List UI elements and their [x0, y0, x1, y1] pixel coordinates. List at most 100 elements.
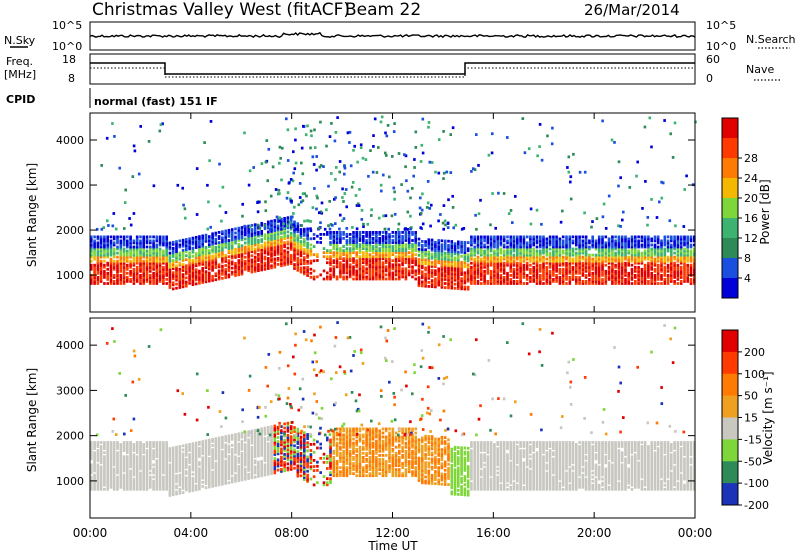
- power-cell: [618, 236, 621, 239]
- power-cell: [605, 270, 608, 273]
- power-cell: [644, 264, 647, 267]
- power-cell: [526, 262, 529, 265]
- power-cell: [424, 240, 427, 243]
- power-cell: [673, 252, 676, 255]
- power-cell: [316, 197, 319, 200]
- power-cell: [343, 217, 346, 220]
- power-cell: [313, 233, 316, 236]
- power-cell: [415, 131, 418, 134]
- velocity-cell: [185, 476, 188, 479]
- power-cell: [326, 272, 329, 275]
- power-cell: [582, 236, 585, 239]
- power-cell: [249, 169, 252, 172]
- velocity-cell: [136, 455, 139, 458]
- power-cell: [372, 171, 375, 174]
- power-cell: [287, 241, 290, 244]
- power-cell: [209, 226, 212, 229]
- power-cell: [579, 171, 582, 174]
- power-cell: [551, 142, 554, 145]
- power-cell: [326, 249, 329, 252]
- velocity-cell: [182, 453, 185, 456]
- power-cell: [309, 227, 312, 230]
- power-cell: [355, 251, 358, 254]
- velocity-cell: [93, 451, 96, 454]
- power-cell: [637, 236, 640, 239]
- power-cell: [298, 203, 301, 206]
- power-cell: [123, 236, 126, 239]
- power-cell: [483, 236, 486, 239]
- power-cell: [349, 263, 352, 266]
- power-cell: [195, 236, 198, 239]
- power-cell: [310, 134, 313, 137]
- power-cell: [225, 211, 228, 214]
- power-cell: [152, 272, 155, 275]
- power-cell: [561, 210, 564, 213]
- power-cell: [231, 228, 234, 231]
- power-cell: [532, 266, 535, 269]
- power-cell: [418, 238, 421, 241]
- power-cell: [690, 250, 693, 253]
- power-cell: [392, 245, 395, 248]
- power-cell: [683, 188, 686, 191]
- power-cell: [326, 276, 329, 279]
- power-cell: [277, 225, 280, 228]
- power-cell: [195, 252, 198, 255]
- power-cell: [398, 263, 401, 266]
- power-cell: [149, 274, 152, 277]
- freq-tick-lo: 8: [68, 72, 75, 85]
- power-cell: [244, 242, 247, 245]
- power-cell: [205, 270, 208, 273]
- power-cell: [336, 276, 339, 279]
- power-cell: [529, 276, 532, 279]
- power-cell: [409, 215, 412, 218]
- power-cell: [184, 207, 187, 210]
- power-cell: [338, 171, 341, 174]
- power-cell: [352, 149, 355, 152]
- power-cell: [106, 219, 109, 222]
- power-cell: [413, 166, 416, 169]
- power-cell: [188, 237, 191, 240]
- velocity-cell: [179, 474, 182, 477]
- power-cell: [601, 120, 604, 123]
- power-cell: [578, 236, 581, 239]
- power-cell: [346, 233, 349, 236]
- power-cell: [637, 250, 640, 253]
- power-cell: [355, 270, 358, 273]
- power-cell: [385, 278, 388, 281]
- power-cell: [685, 175, 688, 178]
- power-cell: [449, 133, 452, 136]
- power-cell: [393, 198, 396, 201]
- power-cell: [314, 146, 317, 149]
- power-cell: [422, 118, 425, 121]
- velocity-cell: [149, 476, 152, 479]
- power-cell: [539, 236, 542, 239]
- power-cell: [415, 146, 418, 149]
- velocity-cell: [142, 455, 145, 458]
- power-cell: [454, 283, 457, 286]
- power-cell: [302, 199, 305, 202]
- power-cell: [257, 210, 260, 213]
- power-cell: [494, 227, 497, 230]
- power-cell: [464, 286, 467, 289]
- power-cell: [414, 231, 417, 234]
- power-cell: [437, 239, 440, 242]
- power-cell: [591, 254, 594, 257]
- power-cell: [662, 182, 665, 185]
- power-cell: [572, 258, 575, 261]
- power-cell: [654, 244, 657, 247]
- power-cell: [295, 162, 298, 165]
- power-cell: [438, 138, 441, 141]
- power-cell: [343, 165, 346, 168]
- velocity-cell: [188, 465, 191, 468]
- power-cell: [398, 152, 401, 155]
- power-cell: [228, 274, 231, 277]
- velocity-cell: [169, 464, 172, 467]
- power-cell: [516, 280, 519, 283]
- power-cell: [316, 235, 319, 238]
- power-cell: [393, 187, 396, 190]
- power-cell: [428, 281, 431, 284]
- power-cell: [611, 236, 614, 239]
- velocity-cell: [152, 441, 155, 444]
- power-cell: [506, 240, 509, 243]
